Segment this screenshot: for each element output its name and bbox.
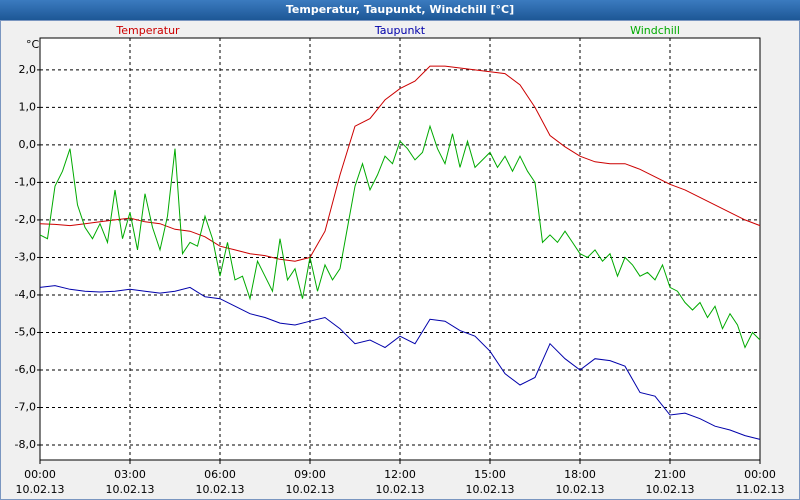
x-tick-date: 10.02.13 [376,483,425,496]
x-tick-date: 10.02.13 [556,483,605,496]
x-tick-label: 00:00 [744,468,776,481]
chart-title: Temperatur, Taupunkt, Windchill [°C] [286,3,514,16]
x-tick-date: 11.02.13 [736,483,785,496]
x-tick-label: 06:00 [204,468,236,481]
x-tick-label: 12:00 [384,468,416,481]
y-tick-label: -1,0 [15,175,36,188]
x-tick-date: 10.02.13 [106,483,155,496]
series-line [39,285,761,440]
x-tick-label: 15:00 [474,468,506,481]
x-tick-label: 18:00 [564,468,596,481]
y-tick-label: -7,0 [15,400,36,413]
y-tick-label: 0,0 [19,138,37,151]
y-tick-label: -3,0 [15,250,36,263]
y-tick-label: -5,0 [15,325,36,338]
series-line [39,65,761,262]
x-tick-label: 00:00 [24,468,56,481]
y-tick-label: -8,0 [15,438,36,451]
y-tick-label: 1,0 [19,100,37,113]
y-tick-label: -2,0 [15,213,36,226]
y-unit: °C [26,38,40,51]
x-tick-label: 09:00 [294,468,326,481]
x-tick-label: 03:00 [114,468,146,481]
x-tick-date: 10.02.13 [466,483,515,496]
y-tick-label: 2,0 [19,63,37,76]
legend-label: Temperatur [115,24,180,37]
y-tick-label: -6,0 [15,363,36,376]
x-tick-date: 10.02.13 [286,483,335,496]
x-tick-date: 10.02.13 [646,483,695,496]
x-tick-date: 10.02.13 [196,483,245,496]
x-tick-label: 21:00 [654,468,686,481]
y-tick-label: -4,0 [15,288,36,301]
legend-label: Taupunkt [374,24,426,37]
x-tick-date: 10.02.13 [16,483,65,496]
series-line [39,124,761,349]
title-bar [0,0,800,20]
legend-label: Windchill [630,24,680,37]
